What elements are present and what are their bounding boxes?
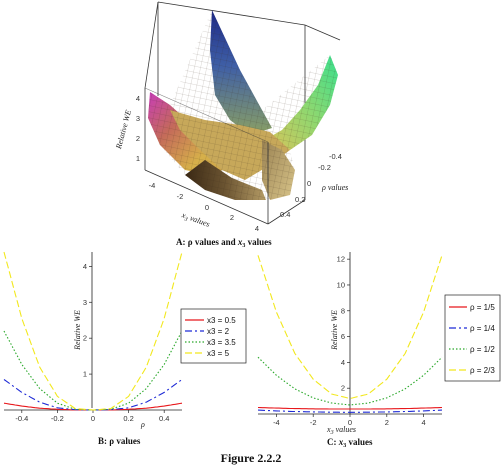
y-axis-label: Relative WE xyxy=(330,310,339,351)
x-axis-label: x3 values xyxy=(179,210,211,231)
y-tick-label: 4 xyxy=(341,358,345,367)
y-tick-label: 4 xyxy=(83,262,87,271)
legend-label: ρ = 1/2 xyxy=(470,345,495,354)
legend-c: ρ = 1/5 ρ = 1/4 ρ = 1/2 ρ = 2/3 xyxy=(444,294,501,382)
y-tick-label: 2 xyxy=(341,384,345,393)
surface-mesh xyxy=(148,10,338,200)
x-tick-label: 0.4 xyxy=(159,414,169,423)
x-tick-label: -0.2 xyxy=(51,414,64,423)
x-tick-label: 0 xyxy=(348,418,352,427)
x-tick: 2 xyxy=(230,213,234,222)
x-tick-label: -0.4 xyxy=(15,414,28,423)
series-line xyxy=(257,409,443,413)
z-axis-label: Relative WE xyxy=(114,109,133,151)
panel-a-caption: A: ρ values and x3 values xyxy=(176,237,272,249)
box-edge xyxy=(157,1,306,26)
y-axis-label: Relative WE xyxy=(73,310,82,351)
x-tick: -4 xyxy=(149,181,156,190)
figure-caption: Figure 2.2.2 xyxy=(221,451,282,465)
line-chart-c: -4 -2 0 2 4 2 4 6 8 10 12 Relative WE x3 values C:… xyxy=(257,252,501,449)
legend-box xyxy=(180,308,247,364)
legend-label: ρ = 1/5 xyxy=(470,303,495,312)
box-edge xyxy=(304,24,341,41)
x-tick-label: -4 xyxy=(273,418,280,427)
legend-label: x3 = 5 xyxy=(207,349,230,358)
series-line xyxy=(3,251,183,411)
y-tick: 0.2 xyxy=(295,195,305,204)
y-tick: -0.2 xyxy=(318,163,331,172)
y-tick: 0.4 xyxy=(280,210,290,219)
z-tick: 2 xyxy=(136,134,140,143)
y-tick-label: 2 xyxy=(83,334,87,343)
z-tick: 3 xyxy=(136,114,140,123)
y-tick-label: 10 xyxy=(337,280,345,289)
z-tick: 1 xyxy=(136,154,140,163)
series-line xyxy=(3,402,183,411)
panel-c-caption: C: x3 values xyxy=(327,437,373,449)
y-axis-label: ρ values xyxy=(321,183,348,192)
legend-label: x3 = 2 xyxy=(207,327,230,336)
x-axis-label: ρ xyxy=(140,420,145,429)
legend-label: ρ = 2/3 xyxy=(470,366,495,375)
x-tick: 0 xyxy=(205,203,209,212)
y-tick: 0 xyxy=(307,179,311,188)
legend-box xyxy=(444,294,501,382)
box-edge xyxy=(144,87,269,143)
box-edge xyxy=(267,199,306,225)
box-edge xyxy=(144,1,159,89)
surface-plot: 4 3 2 1 Relative WE -4 -2 0 2 4 x3 value… xyxy=(114,1,348,249)
y-tick: -0.4 xyxy=(329,152,342,161)
x-tick: -2 xyxy=(177,192,184,201)
x-axis-label: x3 values xyxy=(326,425,356,436)
x-tick-label: -2 xyxy=(310,418,317,427)
series-line xyxy=(257,356,443,406)
series-line xyxy=(257,406,443,410)
x-tick-label: 2 xyxy=(385,418,389,427)
y-tick-label: 3 xyxy=(83,298,87,307)
series-line xyxy=(3,379,183,411)
z-tick: 4 xyxy=(136,94,140,103)
x-tick-label: 0 xyxy=(91,414,95,423)
x-tick-label: 4 xyxy=(422,418,426,427)
series-line xyxy=(3,330,183,411)
y-tick-label: 12 xyxy=(337,255,345,264)
legend-label: x3 = 0.5 xyxy=(207,316,236,325)
y-tick-label: 1 xyxy=(83,370,87,379)
y-tick-label: 8 xyxy=(341,306,345,315)
x-tick-label: 0.2 xyxy=(123,414,133,423)
legend-label: x3 = 3.5 xyxy=(207,338,236,347)
box-edge xyxy=(144,169,269,225)
legend-label: ρ = 1/4 xyxy=(470,324,495,333)
x-tick: 4 xyxy=(255,224,259,233)
line-chart-b: -0.4 -0.2 0 0.2 0.4 1 2 3 4 Relative WE ρ B: ρ v… xyxy=(3,251,247,446)
legend-b: x3 = 0.5 x3 = 2 x3 = 3.5 x3 = 5 xyxy=(180,308,247,364)
y-tick-label: 6 xyxy=(341,332,345,341)
panel-b-caption: B: ρ values xyxy=(98,436,141,446)
